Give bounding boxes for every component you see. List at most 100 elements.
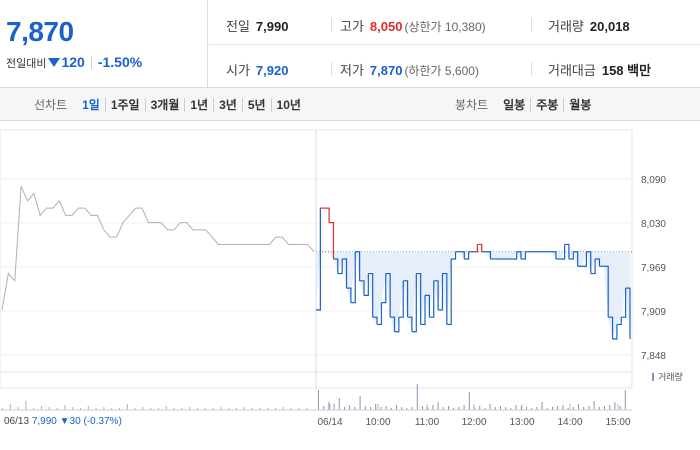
volume-bar xyxy=(624,390,626,410)
divider xyxy=(90,56,92,69)
prev-close-value: 7,990 xyxy=(255,19,289,34)
volume-bar xyxy=(251,408,253,410)
period-1y[interactable]: 1년 xyxy=(184,98,214,112)
volume-bar xyxy=(236,408,237,410)
quote-summary: 7,870 전일대비 120 -1.50% 전일 7,990 고가 8,050 (상한가 … xyxy=(0,0,700,88)
price-line-segment xyxy=(333,258,339,274)
volume-bar xyxy=(64,405,66,410)
volume-bar xyxy=(500,406,501,410)
price-line-segment xyxy=(564,243,570,259)
volume-bar xyxy=(380,407,382,410)
price-line-segment xyxy=(586,251,592,274)
period-3y[interactable]: 3년 xyxy=(213,98,242,112)
price-line-segment xyxy=(403,280,409,318)
volume-bar xyxy=(552,407,553,410)
volume-bars xyxy=(2,384,626,410)
volume-bar xyxy=(520,406,522,410)
y-tick-label: 7,909 xyxy=(641,307,666,318)
price-line-segment xyxy=(451,251,457,260)
volume-bar xyxy=(318,390,319,410)
volume-bar xyxy=(228,408,230,410)
prev-close-label: 전일 xyxy=(226,19,250,34)
price-line-segment xyxy=(608,316,614,339)
volume-bar xyxy=(505,407,507,410)
volume-bar xyxy=(328,402,330,410)
lower-limit: (하한가 5,600) xyxy=(404,64,479,78)
volume-bar xyxy=(119,408,120,410)
volume-bar xyxy=(588,406,590,410)
price-line-segment xyxy=(473,244,478,253)
volume-bar xyxy=(243,407,245,410)
volume-bar xyxy=(17,407,19,410)
chart-period-bar: 선차트 1일 1주일 3개월 1년 3년 5년 10년 봉차트 일봉 주봉 월봉 xyxy=(0,88,700,121)
period-3m[interactable]: 3개월 xyxy=(144,98,185,112)
low-value: 7,870 xyxy=(369,63,403,78)
volume-bar xyxy=(359,396,361,410)
volume-bar xyxy=(390,408,392,410)
volume-bar xyxy=(432,405,434,410)
price-line-segment xyxy=(381,273,387,304)
prev-day-date: 06/13 xyxy=(4,416,30,427)
price-line-segment xyxy=(590,259,596,275)
price-line-segment xyxy=(603,265,609,318)
period-5y[interactable]: 5년 xyxy=(241,98,271,112)
period-1w[interactable]: 1주일 xyxy=(104,98,145,112)
period-weekly-candle[interactable]: 주봉 xyxy=(530,98,564,112)
volume-bar xyxy=(614,402,616,410)
period-daily-candle[interactable]: 일봉 xyxy=(503,98,526,112)
x-tick-label: 10:00 xyxy=(365,417,390,428)
volume-bar xyxy=(479,406,481,410)
period-1d[interactable]: 1일 xyxy=(82,98,100,112)
volume-label: 거래량 xyxy=(548,19,584,34)
price-line-segment xyxy=(568,251,574,260)
volume-bar xyxy=(578,404,579,410)
price-line-segment xyxy=(621,288,627,318)
price-line-segment xyxy=(429,280,435,318)
price-line-segment xyxy=(464,251,470,260)
prev-close-metric: 전일 7,990 xyxy=(226,16,288,35)
current-price: 7,870 xyxy=(6,16,74,47)
high-label: 고가 xyxy=(340,19,364,34)
price-line-segment xyxy=(420,295,426,326)
prev-day-summary: 06/13 7,990 ▼30 (-0.37%) xyxy=(4,416,122,427)
line-chart-label: 선차트 xyxy=(34,98,68,112)
volume-bar xyxy=(41,406,42,410)
volume-bar xyxy=(453,408,455,410)
volume-bar xyxy=(259,408,261,410)
volume-bar xyxy=(344,407,345,410)
y-tick-label: 8,090 xyxy=(641,175,666,186)
volume-bar xyxy=(531,408,533,410)
price-line-segment xyxy=(573,251,579,267)
volume-bar xyxy=(442,407,444,410)
candle-chart-periods: 봉차트 일봉 주봉 월봉 xyxy=(455,96,597,113)
volume-bar xyxy=(546,408,548,410)
price-line-segment xyxy=(446,259,452,326)
change-label: 전일대비 xyxy=(6,58,47,70)
price-chart-svg: 8,090 8,030 7,969 7,909 7,848 06/14 10:00 11:0… xyxy=(0,129,683,428)
volume-bar xyxy=(267,408,269,410)
upper-limit: (상한가 10,380) xyxy=(404,20,486,34)
x-tick-label: 13:00 xyxy=(509,417,534,428)
period-10y[interactable]: 10년 xyxy=(270,98,306,112)
x-tick-label: 11:00 xyxy=(415,417,440,428)
period-monthly-candle[interactable]: 월봉 xyxy=(563,98,597,112)
price-line-segment xyxy=(342,258,348,289)
price-line-segment xyxy=(442,272,448,325)
change-row: 전일대비 120 -1.50% xyxy=(6,54,142,71)
low-metric: 저가 7,870 (하한가 5,600) xyxy=(340,60,479,79)
x-tick-labels: 06/14 10:00 11:00 12:00 13:00 14:00 15:00 xyxy=(0,404,632,428)
volume-bar xyxy=(111,408,113,410)
volume-bar xyxy=(604,406,605,410)
price-line-segment xyxy=(390,316,396,332)
price-line-segment xyxy=(560,244,566,260)
volume-bar xyxy=(401,407,403,410)
volume-bar xyxy=(510,408,512,410)
volume-bar xyxy=(33,408,35,410)
volume-bar xyxy=(562,405,564,410)
volume-bar xyxy=(526,407,527,410)
volume-bar xyxy=(458,407,460,410)
volume-bar xyxy=(323,406,325,410)
divider xyxy=(331,18,332,32)
volume-bar xyxy=(349,405,351,410)
volume-bar xyxy=(370,407,371,410)
